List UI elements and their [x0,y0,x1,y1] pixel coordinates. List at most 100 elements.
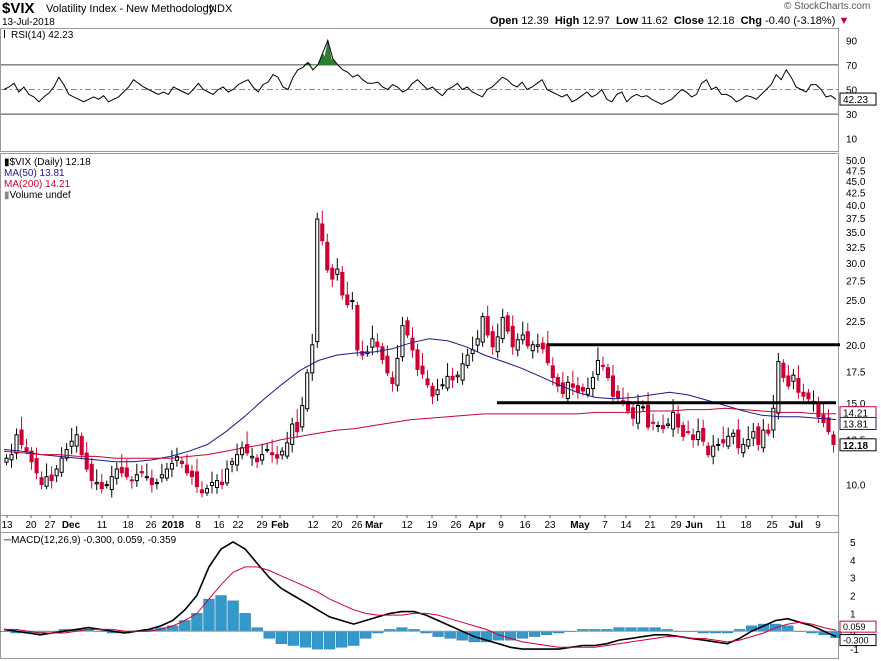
down-arrow-icon: ▼ [838,15,850,27]
candle-body [245,444,250,454]
candle-body [580,387,585,392]
candle-body [761,429,766,449]
candle-body [119,466,124,474]
exchange: INDX [206,3,233,15]
volume-legend-icon: ▮ [4,190,10,201]
candle-body [781,362,786,379]
candle-body [505,315,510,332]
candle-body [786,375,791,387]
rsi-overbought-fill [327,58,338,65]
candle-body [49,474,54,482]
candle-body [450,375,455,381]
candle-body [360,351,365,356]
legend-ma50-label: MA(50) 13.81 [4,168,65,179]
candle-body [79,435,84,456]
candle-body [149,477,154,486]
x-tick-label: 9 [498,520,504,531]
candle-body [124,467,129,478]
macd-histogram-bar [444,631,456,639]
candle-body [590,377,595,390]
candle-body [420,365,425,375]
candle-body [515,339,520,351]
x-tick-label: Feb [271,520,289,531]
price-tick-47.5: 47.5 [846,166,866,177]
candle-body [691,434,696,441]
watermark: © StockCharts.com [784,1,871,12]
candle-body [370,338,375,348]
high-label: High [554,15,580,27]
price-legend: ▮$VIX (Daily) 12.18 MA(50) 13.81 MA(200)… [4,157,91,201]
price-tick-37.5: 37.5 [846,214,866,225]
macd-histogram-bar [625,627,637,632]
macd-histogram-bar [263,631,275,639]
candle-body [94,482,99,485]
candle-body [425,378,430,386]
x-tick-label: 14 [620,520,632,531]
price-tick-25: 25.0 [846,296,866,307]
candle-body [134,474,139,482]
candle-body [265,448,270,451]
candle-body [250,455,255,459]
candle-body [525,331,530,347]
candle-body [335,268,340,275]
ma200-line [3,407,837,459]
candle-body [686,431,691,434]
x-tick-label: 18 [122,520,134,531]
x-tick-label: Jul [789,520,804,531]
x-tick-label: 11 [97,520,108,531]
candle-body [776,361,781,414]
macd-legend: ─MACD(12,26,9) -0.300, 0.059, -0.359 [4,535,176,546]
candle-body [59,457,64,473]
candle-body [74,434,79,447]
candle-body [209,482,215,486]
macd-histogram-bar [432,631,444,637]
price-tick-35: 35.0 [846,228,866,239]
price-value-tag-label: 14.21 [843,409,868,420]
price-tick-20: 20.0 [846,341,866,352]
candle-body [69,440,74,447]
candle-body [495,336,500,353]
candle-body [696,431,701,441]
x-tick-label: 23 [544,520,556,531]
candle-body [300,405,305,428]
macd-histogram-bar [215,595,227,632]
rsi-legend-swatch-icon [4,30,11,38]
candle-body [440,384,445,387]
candle-body [645,404,651,428]
candle-body [736,429,741,449]
x-tick-label: 29 [256,520,268,531]
axis-layer: 13 20 27 Dec 11 18 26 2018 8 16 22 29 Feb 12 20 26 Mar 12… [1,515,821,531]
candle-body [766,429,771,434]
candle-body [345,294,350,306]
macd-tick-1: 1 [850,609,856,620]
macd-histogram-bar [227,600,239,632]
legend-ma50: MA(50) 13.81 [4,168,91,179]
candle-body [791,374,796,382]
rsi-layer: 90 70 50 30 10 42.23 [1,36,877,146]
candle-body [640,406,646,409]
candle-body [320,223,325,242]
candle-body [19,429,24,445]
low-label: Low [616,15,639,27]
legend-ma200: MA(200) 14.21 [4,179,91,190]
open-value: 12.39 [521,15,549,27]
candle-body [400,325,405,358]
x-tick-label: 26 [145,520,157,531]
rsi-overbought-fill [322,40,333,65]
candle-body [99,482,104,490]
x-tick-label: 19 [426,520,438,531]
candle-body [285,442,290,457]
candle-body [610,375,616,397]
x-tick-label: 29 [670,520,682,531]
price-tick-42.5: 42.5 [846,189,866,200]
rsi-tick-70: 70 [846,61,858,72]
candle-body [44,476,49,487]
candle-legend-icon: ▮ [4,157,10,168]
candle-body [570,383,575,388]
macd-value-tag [839,634,877,647]
candle-body [54,468,59,477]
x-tick-label: 12 [401,520,413,531]
candle-body [445,375,450,389]
x-tick-label: 16 [213,520,225,531]
